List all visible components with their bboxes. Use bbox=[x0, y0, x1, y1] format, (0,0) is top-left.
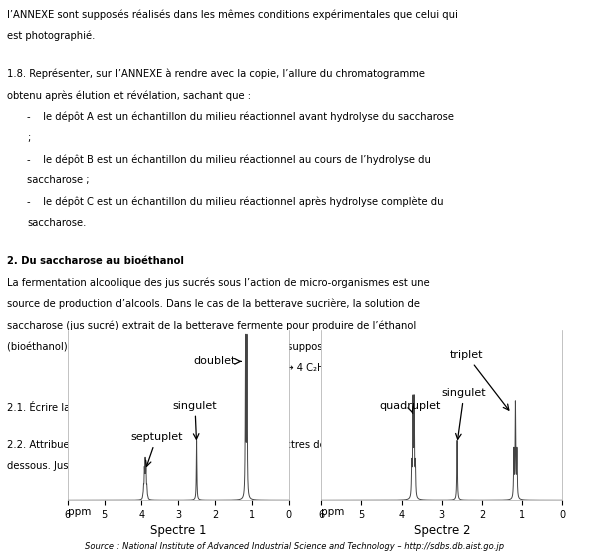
Text: 2.1. Écrire la formule semi-développée de l’éthanol.: 2.1. Écrire la formule semi-développée d… bbox=[7, 401, 267, 413]
Text: quadruplet: quadruplet bbox=[379, 401, 441, 413]
Text: 2.2. Attribuer à la molécule d’éthanol l’un des deux spectres de RMN proposés ci: 2.2. Attribuer à la molécule d’éthanol l… bbox=[7, 439, 415, 450]
Text: -    le dépôt A est un échantillon du milieu réactionnel avant hydrolyse du sacc: - le dépôt A est un échantillon du milie… bbox=[27, 112, 454, 122]
Text: est photographié.: est photographié. bbox=[7, 31, 95, 41]
Text: saccharose ;: saccharose ; bbox=[27, 176, 90, 186]
Text: singulet: singulet bbox=[442, 388, 487, 439]
Text: ppm: ppm bbox=[321, 507, 345, 517]
Text: 1.8. Représenter, sur l’ANNEXE à rendre avec la copie, l’allure du chromatogramm: 1.8. Représenter, sur l’ANNEXE à rendre … bbox=[7, 69, 425, 79]
Text: septuplet: septuplet bbox=[130, 432, 183, 466]
Text: singulet: singulet bbox=[173, 401, 217, 439]
Text: -    le dépôt C est un échantillon du milieu réactionnel après hydrolyse complèt: - le dépôt C est un échantillon du milie… bbox=[27, 197, 444, 207]
Text: (bioéthanol) et du dioxyde de carbone selon la réaction supposée totale d’équati: (bioéthanol) et du dioxyde de carbone se… bbox=[7, 342, 430, 352]
Text: l’ANNEXE sont supposés réalisés dans les mêmes conditions expérimentales que cel: l’ANNEXE sont supposés réalisés dans les… bbox=[7, 10, 458, 20]
X-axis label: Spectre 2: Spectre 2 bbox=[413, 524, 470, 537]
Text: -    le dépôt B est un échantillon du milieu réactionnel au cours de l’hydrolyse: - le dépôt B est un échantillon du milie… bbox=[27, 154, 431, 165]
Text: Source : National Institute of Advanced Industrial Science and Technology – http: Source : National Institute of Advanced … bbox=[85, 542, 504, 551]
Text: C₁₂H₂₂O₁₁(aq) + H₂O(ℓ) → 4 C₂H₆O(aq) + 4 CO₂(aq): C₁₂H₂₂O₁₁(aq) + H₂O(ℓ) → 4 C₂H₆O(aq) + 4… bbox=[170, 363, 419, 373]
X-axis label: Spectre 1: Spectre 1 bbox=[150, 524, 206, 537]
Text: saccharose.: saccharose. bbox=[27, 218, 87, 228]
Text: 2. Du saccharose au bioéthanol: 2. Du saccharose au bioéthanol bbox=[7, 257, 184, 266]
Text: saccharose (jus sucré) extrait de la betterave fermente pour produire de l’éthan: saccharose (jus sucré) extrait de la bet… bbox=[7, 320, 416, 331]
Text: La fermentation alcoolique des jus sucrés sous l’action de micro-organismes est : La fermentation alcoolique des jus sucré… bbox=[7, 278, 430, 288]
Text: source de production d’alcools. Dans le cas de la betterave sucrière, la solutio: source de production d’alcools. Dans le … bbox=[7, 299, 420, 309]
Text: triplet: triplet bbox=[450, 350, 509, 410]
Text: dessous. Justifier.: dessous. Justifier. bbox=[7, 461, 94, 471]
Text: ;: ; bbox=[27, 133, 30, 143]
Text: obtenu après élution et révélation, sachant que :: obtenu après élution et révélation, sach… bbox=[7, 91, 251, 101]
Text: ppm: ppm bbox=[68, 507, 91, 517]
Text: doublet: doublet bbox=[193, 357, 241, 366]
